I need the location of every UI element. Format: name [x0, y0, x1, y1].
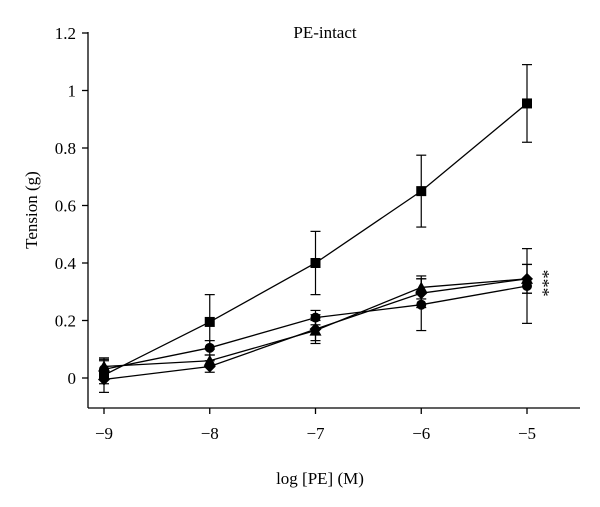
data-point-square — [204, 316, 215, 327]
y-tick-label: 0.6 — [55, 197, 76, 216]
x-tick-label: −7 — [306, 424, 325, 443]
y-tick-label: 0.4 — [55, 254, 77, 273]
y-tick-label: 0.8 — [55, 139, 76, 158]
data-point-diamond — [98, 373, 110, 386]
y-tick-label: 0 — [68, 369, 77, 388]
significance-annotation: *** — [533, 270, 553, 297]
data-point-circle — [204, 342, 215, 353]
data-point-diamond — [415, 287, 428, 300]
x-ticks: −9 −8 −7 −6 −5 — [95, 408, 536, 443]
plot-area — [98, 64, 533, 393]
data-point-triangle — [98, 360, 110, 372]
y-axis-label: Tension (g) — [22, 171, 41, 249]
data-point-square — [310, 258, 321, 268]
x-tick-label: −5 — [518, 424, 536, 443]
y-ticks: 0 0.2 0.4 0.6 0.8 1 1.2 — [55, 24, 88, 388]
y-tick-label: 1.2 — [55, 24, 76, 43]
y-tick-label: 1 — [68, 82, 77, 101]
series-diamond — [98, 263, 533, 386]
x-tick-label: −8 — [201, 424, 219, 443]
data-point-diamond — [203, 360, 216, 373]
y-tick-label: 0.2 — [55, 312, 76, 331]
data-point-diamond — [521, 272, 533, 285]
data-point-diamond — [309, 323, 322, 336]
x-tick-label: −6 — [412, 424, 430, 443]
x-axis-label: log [PE] (M) — [276, 469, 364, 488]
x-tick-label: −9 — [95, 424, 113, 443]
data-point-square — [522, 98, 532, 109]
data-point-square — [416, 186, 427, 197]
chart-title: PE-intact — [293, 23, 357, 42]
